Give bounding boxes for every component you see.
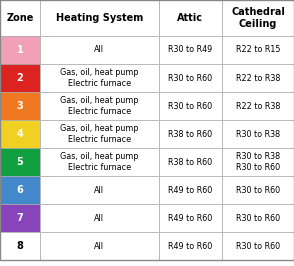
Bar: [222, 0, 294, 36]
Text: R30 to R38
R30 to R60: R30 to R38 R30 to R60: [236, 152, 280, 172]
Bar: [0, 148, 40, 176]
Text: Gas, oil, heat pump
Electric furnace: Gas, oil, heat pump Electric furnace: [60, 124, 138, 144]
Bar: [0, 36, 40, 64]
Bar: [0, 204, 40, 232]
Text: 5: 5: [16, 157, 23, 167]
Bar: [40, 0, 159, 36]
Text: R38 to R60: R38 to R60: [168, 158, 213, 167]
Bar: [222, 204, 294, 232]
Text: Attic: Attic: [177, 13, 203, 23]
Text: R22 to R15: R22 to R15: [236, 45, 280, 55]
Bar: [40, 148, 159, 176]
Text: 8: 8: [16, 241, 23, 251]
Bar: [222, 92, 294, 120]
Text: R30 to R60: R30 to R60: [168, 73, 213, 82]
Text: Heating System: Heating System: [56, 13, 143, 23]
Text: All: All: [94, 186, 104, 195]
Bar: [40, 176, 159, 204]
Text: Gas, oil, heat pump
Electric furnace: Gas, oil, heat pump Electric furnace: [60, 152, 138, 172]
Text: Zone: Zone: [6, 13, 34, 23]
Text: R30 to R60: R30 to R60: [168, 102, 213, 111]
Text: Gas, oil, heat pump
Electric furnace: Gas, oil, heat pump Electric furnace: [60, 96, 138, 116]
Bar: [40, 204, 159, 232]
Text: Gas, oil, heat pump
Electric furnace: Gas, oil, heat pump Electric furnace: [60, 68, 138, 88]
Bar: [159, 204, 222, 232]
Bar: [0, 176, 40, 204]
Text: R22 to R38: R22 to R38: [236, 102, 280, 111]
Bar: [159, 148, 222, 176]
Bar: [159, 232, 222, 260]
Text: 7: 7: [16, 213, 23, 223]
Text: R30 to R60: R30 to R60: [236, 242, 280, 251]
Bar: [222, 64, 294, 92]
Text: Cathedral
Ceiling: Cathedral Ceiling: [231, 7, 285, 29]
Bar: [0, 120, 40, 148]
Bar: [40, 92, 159, 120]
Text: 1: 1: [16, 45, 23, 55]
Text: R30 to R49: R30 to R49: [168, 45, 213, 55]
Bar: [222, 36, 294, 64]
Bar: [40, 232, 159, 260]
Text: R38 to R60: R38 to R60: [168, 130, 213, 139]
Text: R30 to R60: R30 to R60: [236, 186, 280, 195]
Bar: [159, 120, 222, 148]
Bar: [222, 120, 294, 148]
Text: R30 to R60: R30 to R60: [236, 214, 280, 223]
Bar: [40, 120, 159, 148]
Bar: [159, 0, 222, 36]
Text: All: All: [94, 242, 104, 251]
Bar: [222, 148, 294, 176]
Bar: [0, 232, 40, 260]
Bar: [222, 232, 294, 260]
Bar: [40, 36, 159, 64]
Bar: [159, 36, 222, 64]
Bar: [0, 64, 40, 92]
Text: All: All: [94, 214, 104, 223]
Text: 2: 2: [16, 73, 23, 83]
Text: R22 to R38: R22 to R38: [236, 73, 280, 82]
Text: 6: 6: [16, 185, 23, 195]
Bar: [222, 176, 294, 204]
Text: All: All: [94, 45, 104, 55]
Text: R49 to R60: R49 to R60: [168, 242, 213, 251]
Bar: [40, 64, 159, 92]
Text: 3: 3: [16, 101, 23, 111]
Bar: [159, 176, 222, 204]
Text: R49 to R60: R49 to R60: [168, 186, 213, 195]
Text: R30 to R38: R30 to R38: [236, 130, 280, 139]
Text: 4: 4: [16, 129, 23, 139]
Bar: [0, 0, 40, 36]
Text: R49 to R60: R49 to R60: [168, 214, 213, 223]
Bar: [159, 64, 222, 92]
Bar: [159, 92, 222, 120]
Bar: [0, 92, 40, 120]
